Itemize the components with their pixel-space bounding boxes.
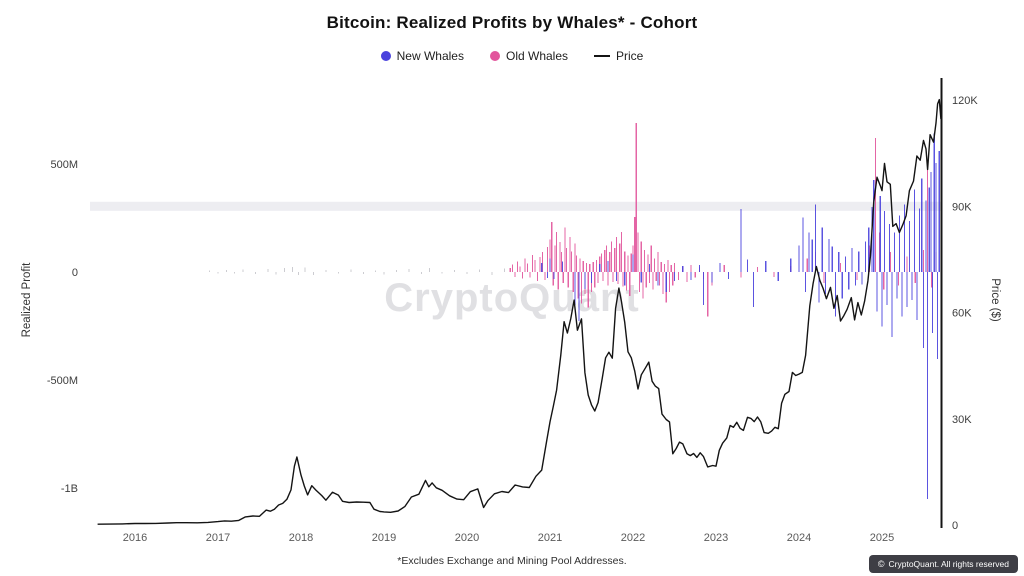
x-axis-tick-2025: 2025 (870, 532, 894, 544)
left-axis-title: Realized Profit (21, 262, 33, 338)
x-axis-tick-2019: 2019 (372, 532, 396, 544)
x-axis-tick-2023: 2023 (704, 532, 728, 544)
copyright-icon: © (877, 558, 885, 569)
left-axis-tick--1B: -1B (61, 483, 78, 495)
x-axis-tick-2021: 2021 (538, 532, 562, 544)
left-axis-tick--500M: -500M (47, 375, 78, 387)
x-axis-tick-2017: 2017 (206, 532, 230, 544)
gridline-band-90k (90, 201, 941, 211)
copyright-text: CryptoQuant. All rights reserved (888, 559, 1009, 569)
legend-item-new-whales[interactable]: New Whales (380, 49, 464, 63)
right-axis-tick-60K: 60K (952, 308, 972, 320)
legend-label-price: Price (616, 49, 644, 63)
price-line-icon (594, 55, 611, 57)
right-axis-tick-30K: 30K (952, 414, 972, 426)
right-axis-tick-0: 0 (952, 520, 958, 532)
old-whales-dot-icon (489, 51, 500, 61)
right-axis-tick-90K: 90K (952, 201, 972, 213)
legend-item-old-whales[interactable]: Old Whales (489, 49, 569, 63)
right-axis-tick-120K: 120K (952, 95, 978, 107)
legend-label-new-whales: New Whales (396, 49, 464, 63)
x-axis-tick-2024: 2024 (787, 532, 811, 544)
page-title: Bitcoin: Realized Profits by Whales* - C… (326, 13, 698, 32)
x-axis-tick-2020: 2020 (455, 532, 479, 544)
new-whales-dot-icon (380, 51, 391, 61)
chart-footnote: *Excludes Exchange and Mining Pool Addre… (397, 555, 627, 567)
left-axis-tick-500M: 500M (50, 159, 78, 171)
copyright-badge: © CryptoQuant. All rights reserved (868, 555, 1018, 573)
chart-legend: New Whales Old Whales Price (0, 49, 1024, 63)
price-line (97, 98, 942, 525)
x-axis-tick-2016: 2016 (123, 532, 147, 544)
right-axis-title: Price ($) (989, 278, 1001, 322)
x-axis-tick-2018: 2018 (289, 532, 313, 544)
left-axis-tick-0: 0 (72, 267, 78, 279)
x-axis-tick-2022: 2022 (621, 532, 645, 544)
legend-label-old-whales: Old Whales (505, 49, 569, 63)
legend-item-price[interactable]: Price (594, 49, 643, 63)
